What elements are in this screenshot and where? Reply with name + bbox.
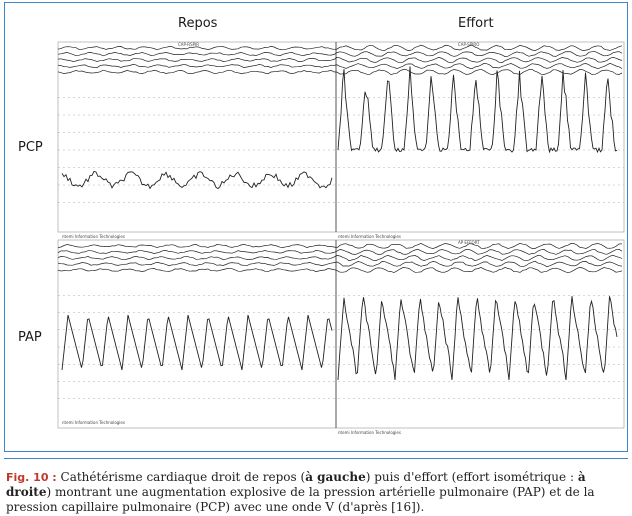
caption-rule	[4, 458, 628, 459]
pap-rest-trace	[61, 314, 333, 371]
panel-pap	[57, 239, 625, 429]
pap-effort-trace	[337, 296, 618, 381]
footer-top-right: ntemi Information Technologies	[338, 234, 401, 239]
rhythm-strip	[57, 243, 623, 249]
channel-tag-bottom-right: AP EFFORT	[458, 240, 480, 245]
figure-frame	[4, 2, 628, 452]
rhythm-strip	[57, 44, 623, 51]
label-pcp: PCP	[18, 140, 43, 155]
channel-tag-top-right: CAP-SPIRO	[458, 42, 479, 47]
pressure-tracings: CAP-RSPIR CAP-SPIRO AP EFFORT ntemi Info…	[57, 41, 625, 435]
rhythm-strip	[57, 254, 623, 262]
footer-top-left: ntemi Information Technologies	[62, 234, 125, 239]
caption-right-bold: à droite	[6, 470, 586, 499]
rhythm-strip	[57, 248, 623, 255]
figure-caption: Fig. 10 : Cathétérisme cardiaque droit d…	[6, 470, 626, 516]
header-effort: Effort	[458, 16, 494, 31]
rhythm-strip	[57, 62, 623, 70]
rhythm-strip	[57, 56, 623, 64]
rhythm-strip	[57, 260, 623, 268]
rhythm-strip	[57, 68, 623, 75]
pcp-rest-trace	[61, 170, 333, 190]
panel-border	[57, 41, 625, 233]
caption-text-1: Cathétérisme cardiaque droit de repos (	[56, 470, 306, 484]
panel-border	[57, 239, 625, 429]
label-pap: PAP	[18, 330, 42, 345]
caption-left-bold: à gauche	[305, 470, 366, 484]
caption-text-3: ) montrant une augmentation explosive de…	[6, 485, 595, 514]
panel-pcp	[57, 41, 625, 233]
footer-bottom-right: ntemi Information Technologies	[338, 430, 401, 435]
rhythm-strip	[57, 266, 623, 274]
channel-tag-top-left: CAP-RSPIR	[178, 42, 199, 47]
caption-figure-number: Fig. 10 :	[6, 471, 57, 484]
footer-bottom-left: ntemi Information Technologies	[62, 420, 125, 425]
caption-text-2: ) puis d'effort (effort isométrique :	[365, 470, 578, 484]
header-repos: Repos	[178, 16, 218, 31]
pcp-effort-trace	[337, 66, 618, 154]
rhythm-strip	[57, 51, 623, 57]
